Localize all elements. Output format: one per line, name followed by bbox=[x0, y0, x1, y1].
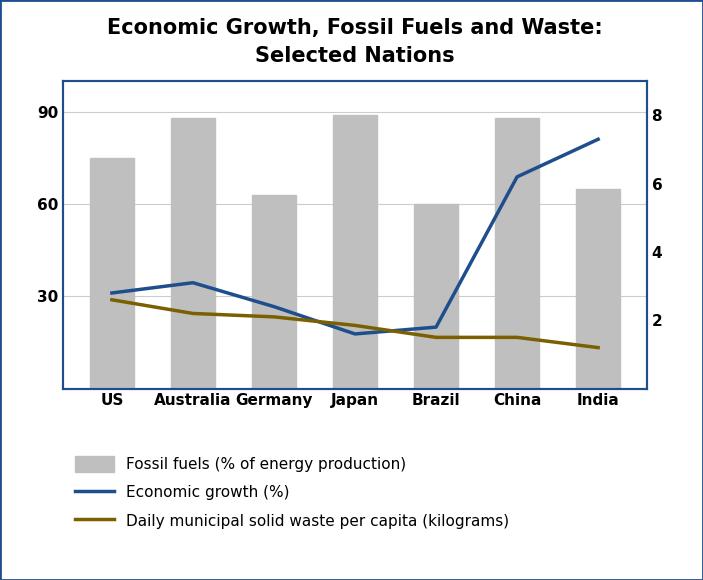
Economic growth (%) bbox=[351, 331, 359, 338]
Bar bbox=[171, 118, 215, 389]
Daily municipal solid waste per capita (kilograms) bbox=[432, 334, 440, 341]
Economic growth (%) bbox=[513, 173, 522, 180]
Economic growth (%) bbox=[594, 136, 602, 143]
Economic growth (%) bbox=[432, 324, 440, 331]
Legend: Fossil fuels (% of energy production), Economic growth (%), Daily municipal soli: Fossil fuels (% of energy production), E… bbox=[71, 452, 514, 533]
Bar bbox=[495, 118, 539, 389]
Bar bbox=[576, 188, 621, 389]
Daily municipal solid waste per capita (kilograms) bbox=[351, 322, 359, 329]
Line: Economic growth (%): Economic growth (%) bbox=[112, 139, 598, 334]
Daily municipal solid waste per capita (kilograms) bbox=[513, 334, 522, 341]
Bar bbox=[333, 115, 378, 389]
Line: Daily municipal solid waste per capita (kilograms): Daily municipal solid waste per capita (… bbox=[112, 300, 598, 347]
Economic growth (%) bbox=[188, 279, 197, 286]
Daily municipal solid waste per capita (kilograms) bbox=[188, 310, 197, 317]
Bar bbox=[89, 158, 134, 389]
Daily municipal solid waste per capita (kilograms) bbox=[594, 344, 602, 351]
Economic growth (%) bbox=[108, 289, 116, 296]
Daily municipal solid waste per capita (kilograms) bbox=[270, 313, 278, 320]
Economic growth (%) bbox=[270, 303, 278, 310]
Bar bbox=[414, 204, 458, 389]
Bar bbox=[252, 195, 296, 389]
Daily municipal solid waste per capita (kilograms) bbox=[108, 296, 116, 303]
Title: Economic Growth, Fossil Fuels and Waste:
Selected Nations: Economic Growth, Fossil Fuels and Waste:… bbox=[107, 18, 603, 66]
